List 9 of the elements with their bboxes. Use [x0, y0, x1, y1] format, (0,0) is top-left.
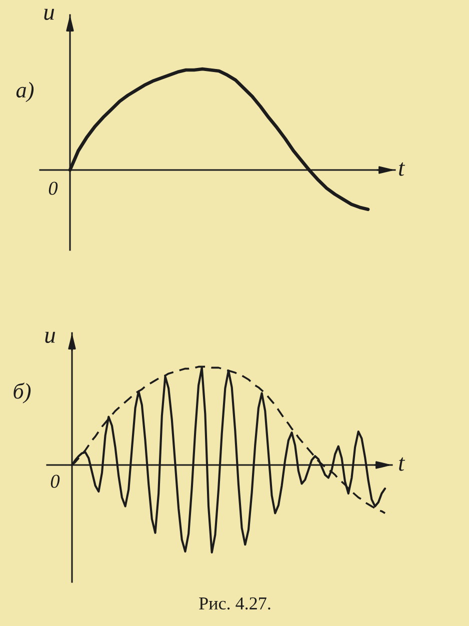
text: б)	[14, 382, 31, 404]
text: 0	[50, 474, 60, 488]
text: Рис. 4.27.	[199, 597, 270, 610]
x-axis-title: t	[399, 162, 406, 176]
y-axis-title: u	[44, 8, 54, 20]
text: а)	[16, 82, 34, 102]
text: 0	[48, 182, 58, 195]
x-axis-title: t	[399, 457, 406, 471]
y-axis-title: u	[45, 332, 56, 343]
